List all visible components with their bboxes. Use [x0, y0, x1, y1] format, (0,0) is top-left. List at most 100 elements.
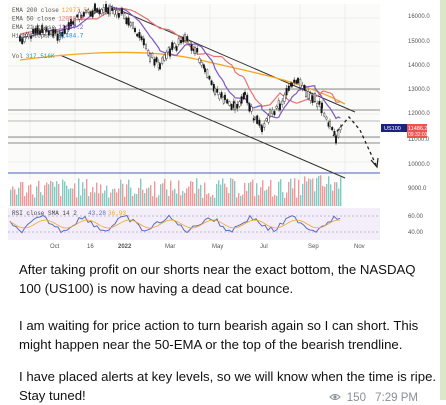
volume-bar	[316, 178, 318, 206]
volume-bar	[12, 186, 14, 206]
volume-bar	[28, 185, 30, 206]
rsi-label: RSI close SMA 14 2	[12, 210, 77, 217]
candle-body	[120, 8, 123, 14]
candle-body	[168, 48, 171, 57]
volume-bar	[50, 180, 52, 206]
candle-body	[299, 79, 302, 88]
candle-body	[212, 84, 215, 92]
volume-bar	[320, 175, 322, 206]
candle-body	[100, 9, 103, 14]
candle-body	[188, 40, 191, 44]
candle-body	[283, 94, 286, 102]
price-tag	[407, 124, 427, 138]
volume-bar	[264, 190, 266, 206]
volume-bar	[60, 196, 62, 206]
candle-body	[161, 57, 164, 64]
rsi-axis-label: 40.00	[408, 230, 424, 236]
rsi-axis-label: 60.00	[408, 214, 424, 220]
ema-21-line	[19, 6, 341, 120]
volume-bar	[186, 188, 188, 206]
candle-body	[261, 126, 264, 133]
candle-body	[271, 109, 274, 114]
volume-bar	[52, 182, 54, 206]
volume-bar	[178, 180, 180, 206]
candle-body	[307, 91, 310, 99]
projection-path	[332, 115, 377, 166]
candle-body	[47, 30, 50, 36]
volume-bar	[66, 185, 68, 206]
candle-body	[200, 62, 203, 66]
candle-body	[285, 88, 288, 96]
volume-bar	[176, 193, 178, 206]
volume-bar	[328, 176, 330, 206]
volume-bar	[220, 184, 222, 206]
candle-body	[148, 53, 151, 62]
candle-body	[305, 90, 308, 97]
candle-body	[93, 3, 96, 12]
volume-bar	[156, 197, 158, 206]
volume-bar	[106, 185, 108, 206]
volume-bar	[288, 181, 290, 206]
candle-body	[279, 103, 282, 111]
volume-bar	[210, 196, 212, 206]
candle-body	[67, 22, 70, 30]
candle-body	[87, 9, 90, 13]
candle-body	[190, 44, 193, 51]
candle-body	[147, 50, 150, 56]
candle-body	[43, 29, 46, 35]
candle-body	[138, 32, 141, 38]
volume-bar	[140, 178, 142, 206]
price-chart: EMA 200 close 12977.5 EMA 50 close 12058.6E…	[8, 0, 431, 250]
candle-body	[45, 27, 48, 32]
candle-body	[23, 37, 26, 42]
message-paragraph-3: I have placed alerts at key levels, so w…	[19, 369, 437, 403]
legend-value: 11484.7	[58, 33, 84, 40]
candle-body	[61, 31, 64, 37]
volume-bar	[250, 181, 252, 206]
candle-body	[321, 102, 324, 109]
volume-bar	[262, 180, 264, 206]
candle-body	[223, 94, 226, 100]
volume-bar	[18, 187, 20, 206]
volume-bar	[138, 187, 140, 206]
candle-body	[36, 25, 39, 34]
chart-screenshot: EMA 200 close 12977.5 EMA 50 close 12058.6 E…	[8, 0, 431, 250]
volume-bar	[306, 181, 308, 206]
volume-bar	[286, 192, 288, 206]
volume-bar	[68, 189, 70, 206]
candle-body	[171, 42, 174, 50]
legend-label: EMA 200 close	[12, 7, 59, 14]
time-axis-label: Sep	[308, 244, 319, 250]
candle-body	[84, 9, 87, 14]
candle-body	[246, 94, 249, 104]
candle-body	[179, 39, 182, 44]
trendline-bottom	[59, 54, 346, 179]
volume-bar	[130, 187, 132, 206]
candle-body	[91, 10, 94, 18]
volume-bar	[22, 182, 24, 206]
candle-body	[314, 93, 317, 102]
volume-bar	[272, 196, 274, 206]
arrow-head-icon	[370, 157, 379, 169]
message-paragraph-1: After taking profit on our shorts near t…	[19, 262, 416, 296]
volume-bar	[20, 181, 22, 206]
candle-body	[127, 17, 130, 26]
volume-bar	[266, 189, 268, 206]
volume-bars	[10, 175, 342, 206]
volume-bar	[324, 186, 326, 206]
candle-body	[175, 46, 178, 51]
candle-body	[236, 103, 239, 109]
candle-body	[335, 135, 338, 144]
volume-bar	[294, 178, 296, 206]
price-axis-label: 10000.0	[408, 162, 430, 168]
volume-bar	[172, 190, 174, 206]
volume-bar	[100, 184, 102, 206]
volume-bar	[166, 189, 168, 206]
message-paragraph-2: I am waiting for price action to turn be…	[19, 318, 419, 352]
time-axis-label: Nov	[354, 244, 365, 250]
volume-bar	[238, 193, 240, 206]
volume-bar	[236, 197, 238, 206]
candle-body	[82, 12, 85, 17]
volume-bar	[192, 181, 194, 206]
volume-bar	[36, 186, 38, 206]
